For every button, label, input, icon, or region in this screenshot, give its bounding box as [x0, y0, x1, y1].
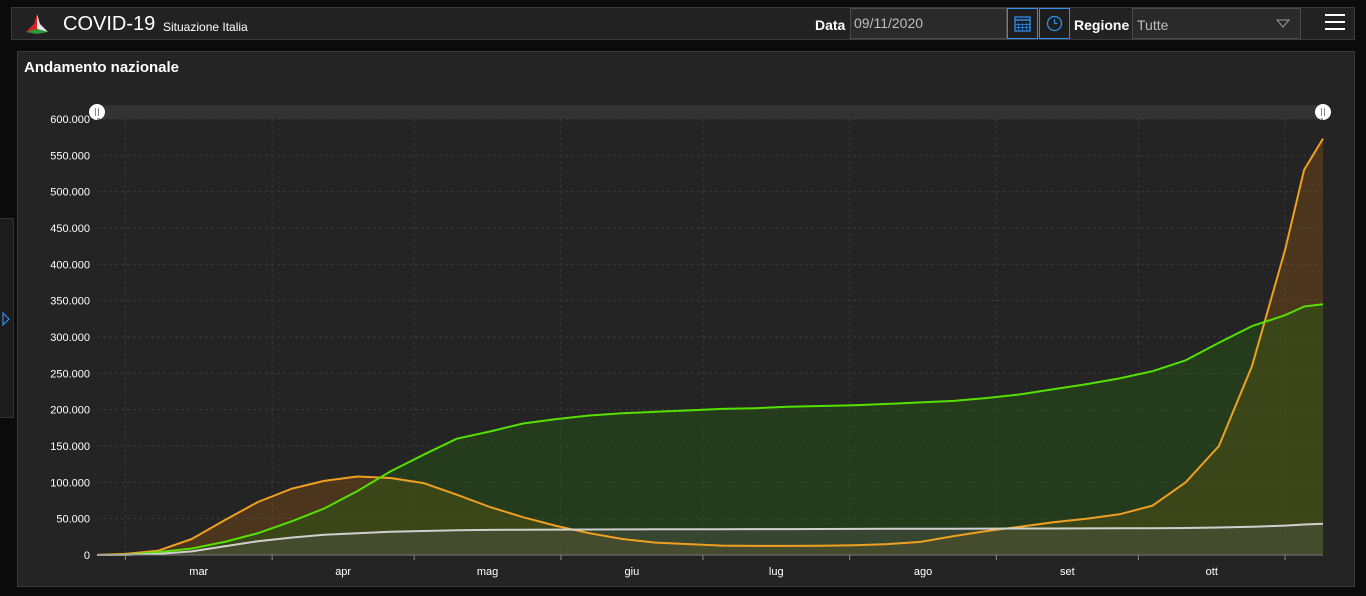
y-tick-label: 550.000 — [50, 150, 90, 162]
y-tick-label: 600.000 — [50, 114, 90, 126]
series-line-1 — [96, 303, 1324, 556]
panel-title: Andamento nazionale — [24, 59, 180, 76]
y-tick-label: 300.000 — [50, 332, 90, 344]
y-tick-label: 100.000 — [50, 477, 90, 489]
x-tick-label: lug — [769, 566, 784, 578]
y-tick-label: 400.000 — [50, 259, 90, 271]
hamburger-menu-icon[interactable] — [1325, 14, 1345, 32]
range-slider-handle-right — [1315, 104, 1331, 120]
y-tick-label: 450.000 — [50, 223, 90, 235]
series-area-1 — [97, 304, 1323, 555]
chart-panel: Andamento nazionale 0 50.000 100.000 150.00… — [17, 51, 1355, 587]
side-panel-toggle[interactable] — [0, 218, 14, 418]
date-label: Data — [815, 17, 846, 33]
y-tick-label: 350.000 — [50, 296, 90, 308]
y-tick-label: 500.000 — [50, 187, 90, 199]
national-trend-chart: 0 50.000 100.000 150.000 200.000 250.000 300.0… — [50, 104, 1331, 578]
chevron-down-icon — [1276, 19, 1290, 28]
clock-icon — [1046, 15, 1063, 32]
y-tick-label: 200.000 — [50, 405, 90, 417]
italy-logo-icon — [26, 14, 48, 34]
app-title: COVID-19 — [63, 13, 156, 35]
series-line-2 — [96, 522, 1324, 556]
expand-panel-icon — [2, 312, 10, 326]
x-tick-label: ago — [914, 566, 932, 578]
series-area-0 — [97, 138, 1323, 555]
y-tick-label: 50.000 — [56, 514, 90, 526]
region-select-value: Tutte — [1137, 17, 1169, 33]
region-label: Regione — [1074, 17, 1130, 33]
region-select[interactable]: Tutte — [1132, 8, 1301, 39]
y-tick-label: 150.000 — [50, 441, 90, 453]
range-slider-track — [97, 105, 1323, 119]
series-line-0 — [96, 138, 1324, 556]
y-tick-label: 0 — [84, 550, 90, 562]
x-tick-label: giu — [625, 566, 640, 578]
app-subtitle: Situazione Italia — [163, 20, 248, 34]
x-tick-label: mar — [189, 566, 208, 578]
range-slider-handle-left — [89, 104, 105, 120]
top-bar: COVID-19 Situazione Italia Data 09/11/20… — [11, 7, 1355, 40]
calendar-button[interactable] — [1007, 8, 1038, 39]
x-tick-label: set — [1060, 566, 1075, 578]
time-button[interactable] — [1039, 8, 1070, 39]
x-tick-label: apr — [335, 566, 351, 578]
date-input[interactable]: 09/11/2020 — [850, 8, 1007, 39]
x-tick-label: mag — [477, 566, 498, 578]
x-tick-label: ott — [1206, 566, 1218, 578]
calendar-icon — [1014, 16, 1031, 32]
y-tick-label: 250.000 — [50, 368, 90, 380]
